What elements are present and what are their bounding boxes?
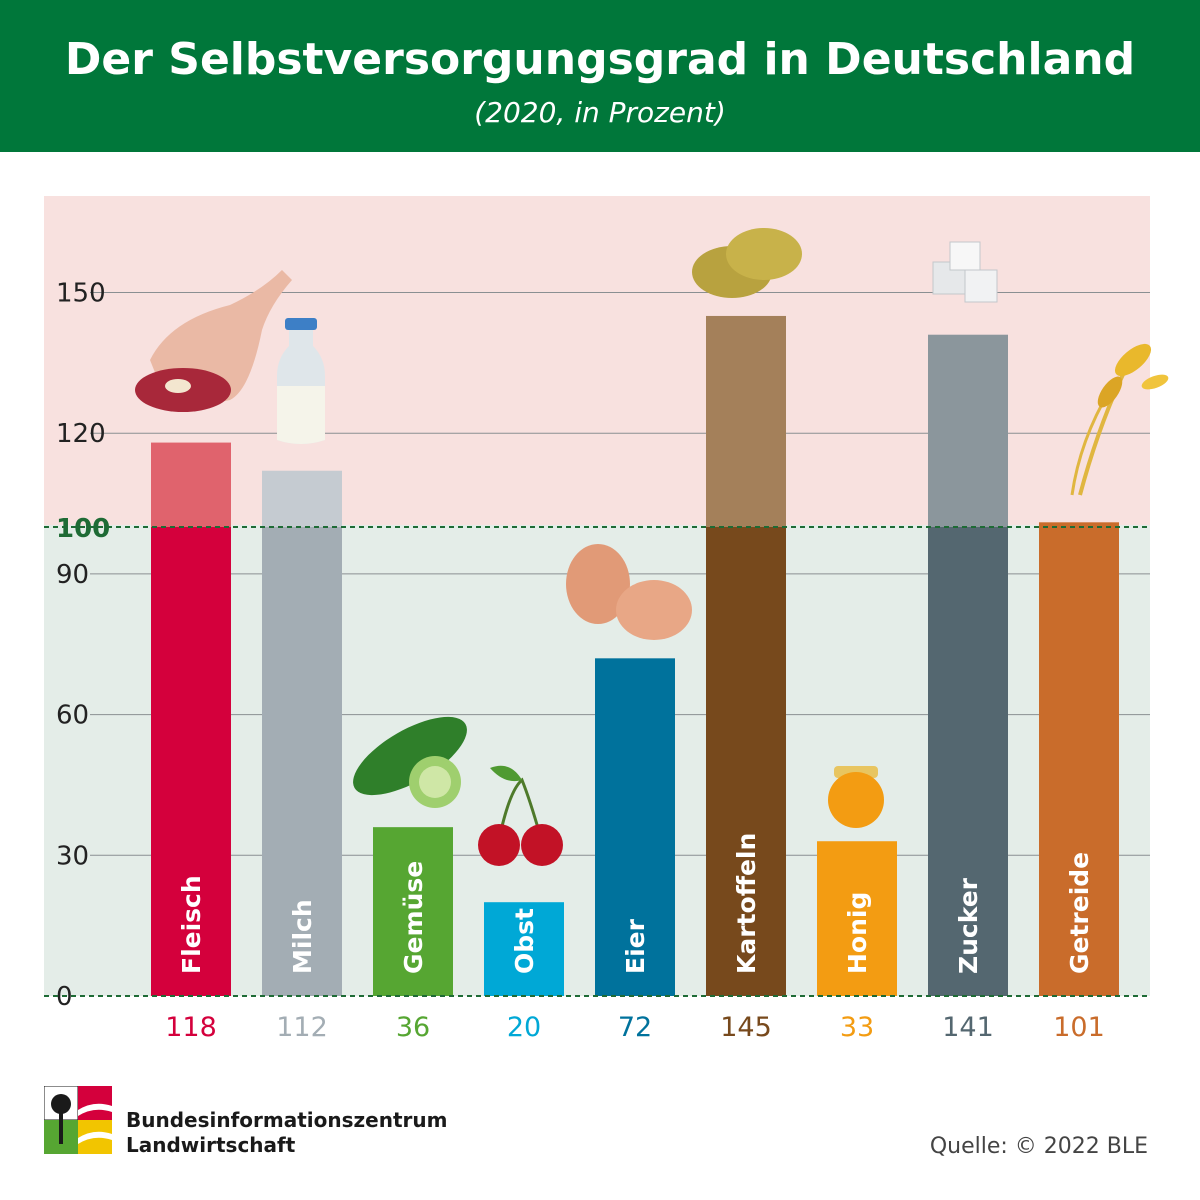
category-label: Obst <box>510 908 539 974</box>
wheat-ears-icon <box>1070 343 1169 496</box>
category-label: Honig <box>843 892 872 974</box>
org-name-line1: Bundesinformationszentrum <box>126 1108 448 1132</box>
reference-line-label: 100 <box>56 514 110 544</box>
category-label: Milch <box>288 899 317 974</box>
milk-bottle-icon <box>277 318 325 444</box>
category-label: Fleisch <box>177 875 206 974</box>
potatoes-icon <box>692 228 802 298</box>
bar-excess-fleisch <box>151 442 231 527</box>
y-tick-label: 150 <box>56 279 106 309</box>
category-labels: Fleisch Milch Gemüse Obst Eier Kartoffeln Honi… <box>177 833 1094 974</box>
y-tick-label: 90 <box>56 560 89 590</box>
category-label: Kartoffeln <box>732 833 761 974</box>
value-label: 145 <box>720 1012 772 1043</box>
category-label: Eier <box>621 918 650 974</box>
bar-excess-milch <box>262 470 342 527</box>
bars <box>151 315 1119 996</box>
value-label: 118 <box>165 1012 217 1043</box>
y-tick-label: 60 <box>56 701 89 731</box>
category-label: Gemüse <box>399 861 428 974</box>
bar-getreide <box>1039 527 1119 996</box>
cherries-icon <box>478 765 563 866</box>
y-tick-label: 30 <box>56 841 89 871</box>
eggs-icon <box>566 544 692 640</box>
category-label: Getreide <box>1065 852 1094 974</box>
bar-fleisch <box>151 527 231 996</box>
bar-excess-zucker <box>928 334 1008 527</box>
bar-gemüse <box>373 827 453 996</box>
meat-leg-icon <box>135 270 292 412</box>
value-label: 72 <box>618 1012 652 1043</box>
bar-zucker <box>928 527 1008 996</box>
cucumber-icon <box>353 716 467 808</box>
y-tick-label: 120 <box>56 419 106 449</box>
header-banner: Der Selbstversorgungsgrad in Deutschland… <box>0 0 1200 152</box>
bar-eier <box>595 658 675 996</box>
bar-excess-getreide <box>1039 522 1119 527</box>
chart-title: Der Selbstversorgungsgrad in Deutschland <box>64 34 1136 85</box>
bar-milch <box>262 527 342 996</box>
chart-subtitle: (2020, in Prozent) <box>474 96 726 129</box>
bar-kartoffeln <box>706 527 786 996</box>
bar-honig <box>817 841 897 996</box>
ble-logo-icon <box>44 1086 112 1154</box>
value-labels: 118 112 36 20 72 145 33 141 101 <box>165 1012 1105 1043</box>
reference-lines <box>44 526 1150 997</box>
value-label: 36 <box>396 1012 430 1043</box>
sugar-cubes-icon <box>932 241 998 303</box>
org-name-line2: Landwirtschaft <box>126 1133 296 1157</box>
source-note: Quelle: © 2022 BLE <box>929 1134 1148 1159</box>
honey-jar-icon <box>828 766 884 828</box>
value-label: 112 <box>276 1012 328 1043</box>
value-label: 20 <box>507 1012 541 1043</box>
food-icons <box>135 228 1169 866</box>
bar-excess-kartoffeln <box>706 315 786 527</box>
value-label: 33 <box>840 1012 874 1043</box>
value-label: 101 <box>1053 1012 1105 1043</box>
category-label: Zucker <box>954 877 983 974</box>
bar-obst <box>484 902 564 996</box>
value-label: 141 <box>942 1012 994 1043</box>
